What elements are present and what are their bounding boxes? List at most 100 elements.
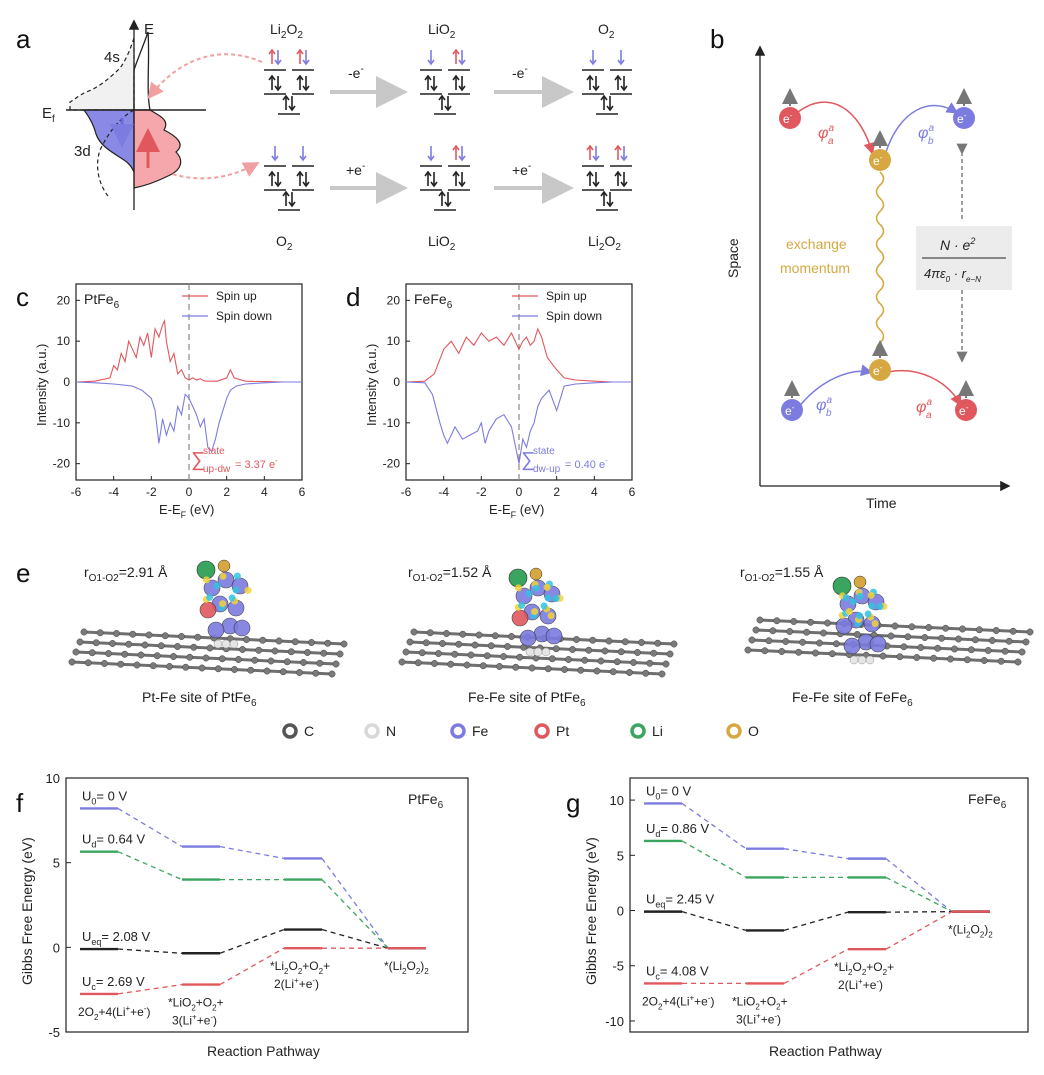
chart-title: FeFe6 bbox=[414, 291, 453, 311]
carbon-atom bbox=[548, 655, 556, 663]
carbon-atom bbox=[471, 641, 479, 649]
y-axis-label: Gibbs Free Energy (eV) bbox=[19, 837, 35, 985]
legend-atom-label: N bbox=[386, 723, 396, 739]
charge-density-blob bbox=[518, 601, 526, 609]
carbon-atom bbox=[654, 639, 662, 647]
phi-b-bottom: φa b bbox=[816, 395, 832, 419]
panel-a-label: a bbox=[16, 24, 31, 54]
charge-density-blob bbox=[544, 594, 552, 602]
spin-arrow-head bbox=[299, 155, 307, 162]
spin-arrow-head bbox=[614, 74, 622, 81]
li-atom bbox=[832, 576, 852, 596]
spin-arrow-head bbox=[296, 48, 304, 55]
potential-label: Ud= 0.64 V bbox=[82, 832, 146, 850]
sum-subscript: up-dw bbox=[203, 464, 231, 475]
carbon-atom bbox=[879, 652, 887, 660]
carbon-atom bbox=[1009, 627, 1017, 635]
charge-density-blob bbox=[525, 590, 533, 598]
carbon-atom bbox=[1005, 637, 1013, 645]
carbon-atom bbox=[68, 658, 76, 666]
orbital-diagrams bbox=[264, 48, 632, 211]
energy-connector bbox=[117, 807, 183, 848]
phi-b-top: φa b bbox=[918, 123, 934, 147]
spin-arrow-head bbox=[592, 85, 600, 92]
fe-atom bbox=[869, 635, 887, 653]
carbon-atom bbox=[984, 647, 992, 654]
carbon-atom bbox=[934, 644, 942, 652]
spin-up-series bbox=[75, 318, 302, 383]
top-step2-label: -e- bbox=[512, 64, 528, 81]
charge-density-blob bbox=[868, 602, 876, 610]
carbon-atom bbox=[585, 646, 593, 654]
carbon-atom bbox=[786, 628, 794, 635]
spin-arrow-head bbox=[458, 59, 466, 66]
carbon-atom bbox=[137, 651, 145, 659]
carbon-atom bbox=[231, 666, 238, 673]
spin-arrow-head bbox=[302, 181, 310, 188]
carbon-atom bbox=[414, 659, 422, 667]
carbon-atom bbox=[812, 649, 819, 657]
y-axis-label: Gibbs Free Energy (eV) bbox=[583, 837, 599, 985]
carbon-atom bbox=[190, 643, 198, 651]
carbon-atom bbox=[930, 654, 938, 662]
carbon-atom bbox=[218, 655, 226, 663]
charge-density-blob bbox=[856, 592, 864, 600]
energy-connector bbox=[885, 911, 953, 950]
charge-density-blob bbox=[219, 572, 227, 580]
spin-arrow-head bbox=[288, 105, 296, 112]
chart-title: PtFe6 bbox=[84, 291, 120, 311]
stage-label-3: *Li2O2+O2+ bbox=[834, 960, 894, 977]
panel-e-label: e bbox=[16, 558, 30, 588]
y-axis-label: Intensity (a.u.) bbox=[34, 344, 49, 426]
y-tick-label: 0 bbox=[63, 375, 70, 389]
energy-connector bbox=[885, 858, 953, 913]
carbon-atom bbox=[426, 629, 434, 637]
carbon-atom bbox=[300, 659, 307, 666]
carbon-atom bbox=[312, 669, 320, 677]
formula-numerator: N · e2 bbox=[940, 236, 975, 253]
formula-denominator: 4πε0 · re−N bbox=[924, 266, 981, 284]
structure-3-distance: rO1-O2=1.55 Å bbox=[740, 564, 824, 584]
fe-atom bbox=[835, 617, 853, 635]
carbon-atom bbox=[206, 644, 214, 652]
energy-connector bbox=[219, 845, 285, 860]
carbon-atom bbox=[908, 623, 916, 631]
charge-density-blob bbox=[213, 582, 221, 590]
electron-label: e- bbox=[873, 153, 883, 168]
dos-sketch: E Ef 4s 3d bbox=[42, 19, 263, 210]
carbon-atom bbox=[243, 636, 250, 643]
li-atom bbox=[196, 560, 216, 580]
spin-arrow-head bbox=[620, 85, 628, 92]
carbon-atom bbox=[500, 653, 507, 660]
carbon-atom bbox=[443, 630, 450, 637]
x-tick-label: 0 bbox=[516, 485, 523, 499]
x-tick-label: -6 bbox=[71, 485, 82, 499]
legend-label: Spin up bbox=[216, 289, 257, 303]
carbon-atom bbox=[917, 644, 925, 651]
carbon-atom bbox=[271, 647, 279, 655]
carbon-atom bbox=[670, 640, 678, 648]
carbon-atom bbox=[959, 625, 966, 633]
carbon-atom bbox=[170, 653, 177, 660]
fe-atom bbox=[233, 619, 251, 637]
o-atom bbox=[217, 559, 231, 573]
carbon-atom bbox=[658, 670, 666, 678]
dos-4s-label: 4s bbox=[104, 49, 120, 66]
carbon-atom bbox=[125, 640, 133, 648]
potential-label: Ueq= 2.45 V bbox=[646, 892, 715, 910]
x-axis-label: Reaction Pathway bbox=[207, 1043, 320, 1059]
carbon-atom bbox=[451, 650, 459, 658]
charge-density-blob bbox=[864, 610, 872, 618]
carbon-atom bbox=[773, 617, 781, 625]
charge-density-blob bbox=[244, 586, 252, 594]
charge-density-blob bbox=[202, 576, 210, 584]
sum-superscript: state bbox=[203, 446, 225, 457]
exchange-wave bbox=[875, 171, 885, 357]
carbon-atom bbox=[398, 658, 406, 666]
sum-value: = 0.40 e- bbox=[565, 456, 608, 471]
carbon-atom bbox=[921, 634, 929, 641]
spin-arrow-head bbox=[302, 59, 310, 66]
sum-value: = 3.37 e- bbox=[235, 456, 278, 471]
carbon-atom bbox=[1014, 658, 1022, 666]
